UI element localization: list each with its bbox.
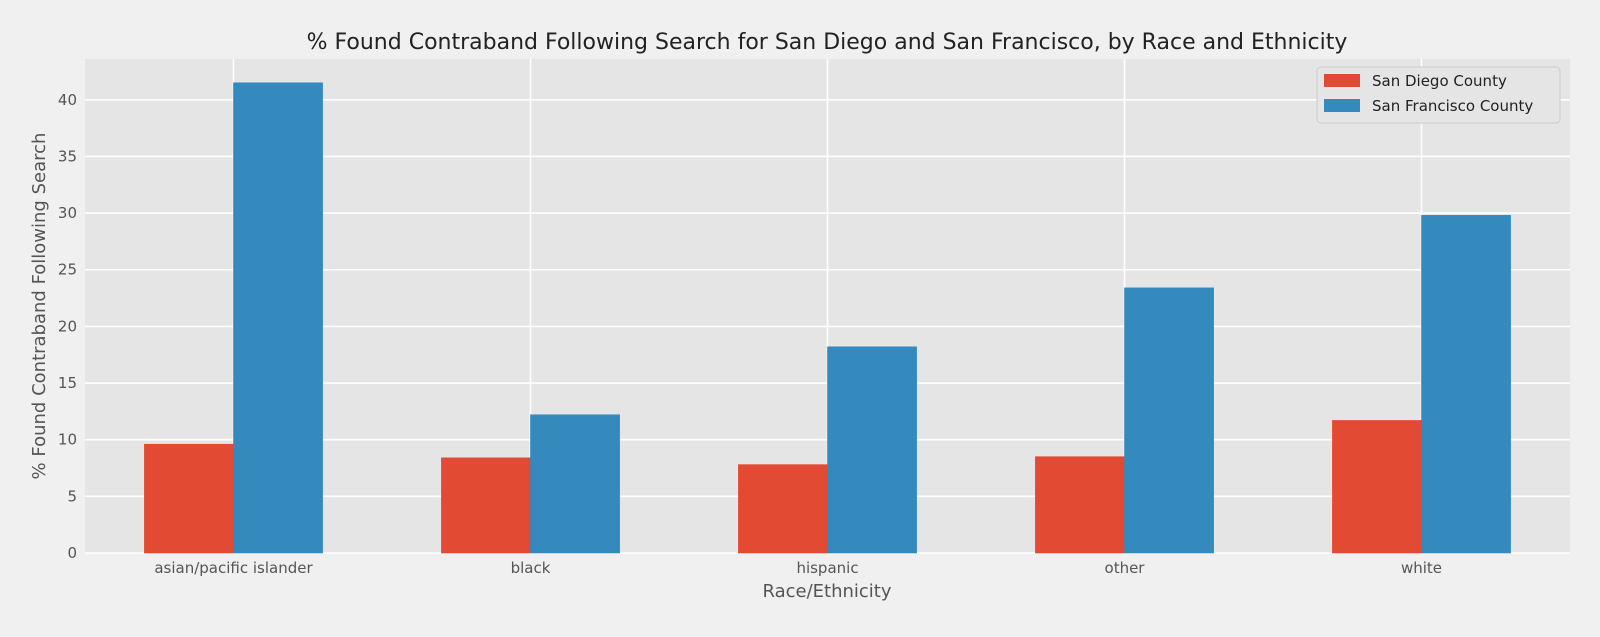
y-tick-label: 5 [67, 487, 77, 505]
bar-san-diego [144, 443, 234, 554]
bar-san-francisco [233, 82, 323, 554]
bar-san-diego [738, 464, 828, 554]
y-tick-label: 0 [67, 544, 77, 562]
y-tick-label: 30 [58, 204, 77, 222]
legend-label-san-francisco: San Francisco County [1372, 97, 1533, 115]
bar-san-francisco [1421, 215, 1511, 554]
bar-san-francisco [827, 346, 917, 554]
legend-box [1316, 66, 1561, 124]
x-axis-label: Race/Ethnicity [762, 581, 891, 602]
y-axis-ticks: 0 5 10 15 20 25 30 35 40 [58, 91, 77, 562]
y-tick-label: 35 [58, 147, 77, 165]
x-tick-label: black [511, 559, 551, 577]
bars [144, 82, 1511, 554]
y-tick-label: 15 [58, 374, 77, 392]
x-tick-label: white [1401, 559, 1442, 577]
bar-san-diego [1332, 420, 1422, 554]
y-tick-label: 25 [58, 261, 77, 279]
y-axis-label: % Found Contraband Following Search [29, 133, 50, 480]
bar-san-diego [1035, 456, 1125, 554]
bar-san-diego [441, 457, 531, 554]
x-tick-label: hispanic [796, 559, 858, 577]
legend-swatch-san-francisco [1324, 99, 1360, 112]
legend-label-san-diego: San Diego County [1372, 72, 1507, 90]
x-tick-label: asian/pacific islander [154, 559, 313, 577]
y-tick-label: 40 [58, 91, 77, 109]
bar-san-francisco [1124, 287, 1214, 554]
y-tick-label: 10 [58, 431, 77, 449]
x-axis-ticks: asian/pacific islander black hispanic other… [154, 559, 1442, 577]
x-tick-label: other [1105, 559, 1146, 577]
legend: San Diego County San Francisco County [1316, 66, 1561, 124]
y-tick-label: 20 [58, 317, 77, 335]
legend-swatch-san-diego [1324, 74, 1360, 87]
bar-san-francisco [530, 414, 620, 554]
chart-title: % Found Contraband Following Search for … [307, 30, 1348, 55]
